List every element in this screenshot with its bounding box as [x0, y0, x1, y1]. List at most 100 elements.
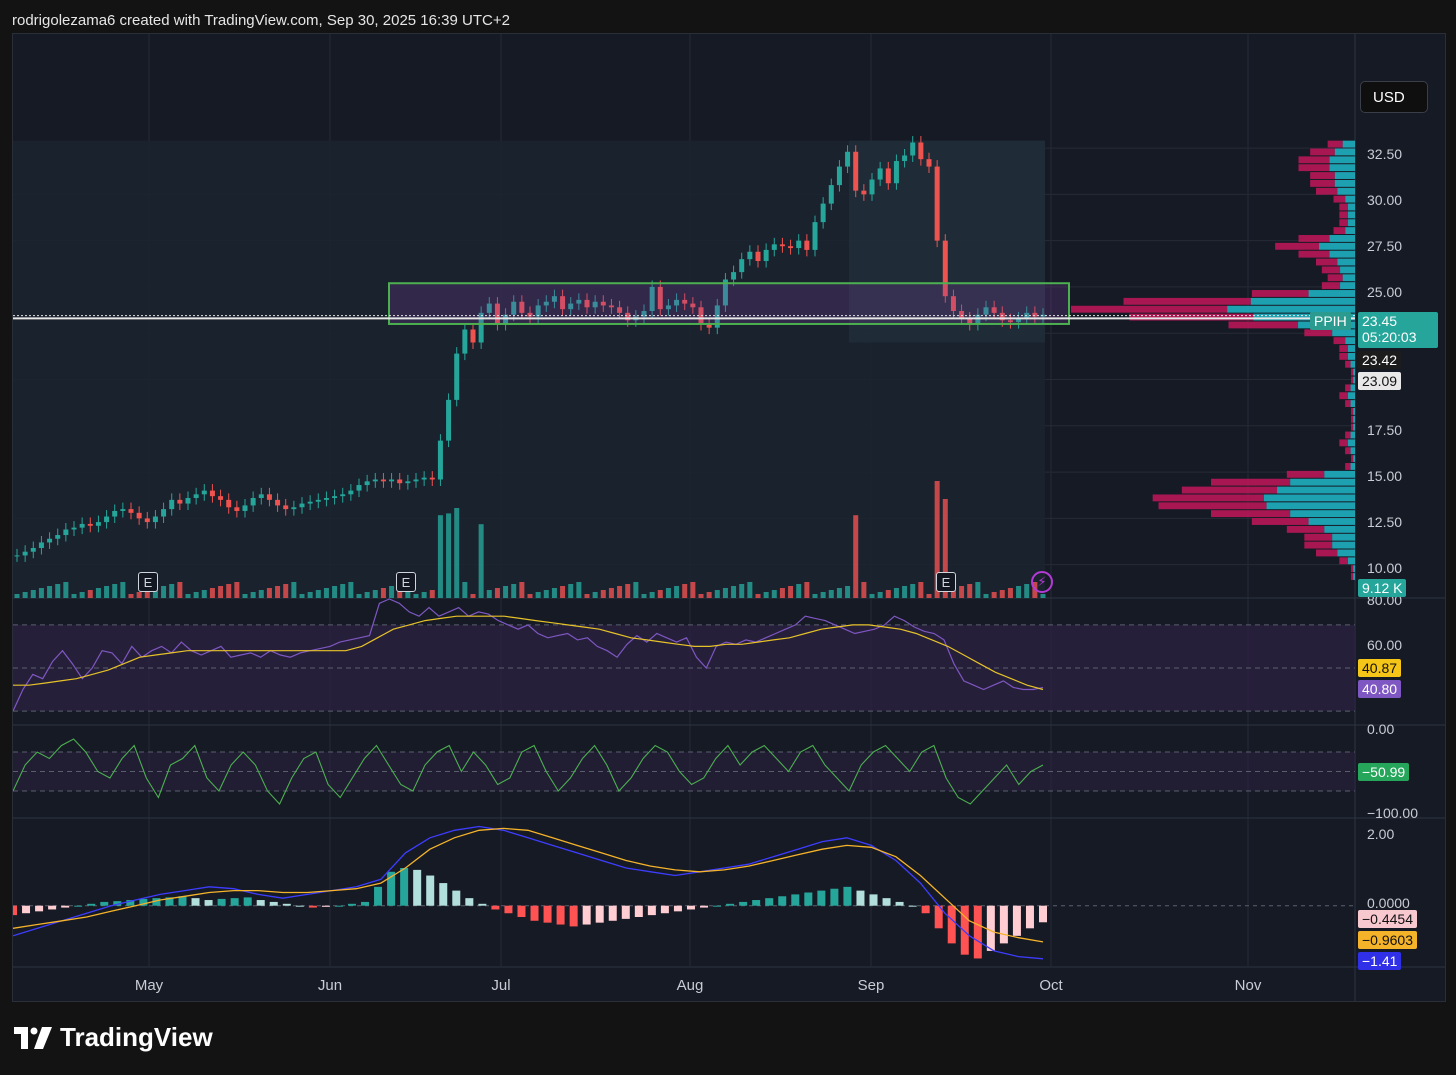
volume-bar: [690, 582, 696, 598]
volume-profile-bar: [1304, 329, 1333, 337]
volume-bar: [47, 586, 53, 598]
candle-body: [258, 494, 264, 499]
candle-body: [63, 529, 69, 536]
volume-bar: [478, 524, 484, 598]
volume-profile-bar: [1211, 478, 1291, 486]
candle-body: [649, 286, 655, 312]
volume-bar: [201, 590, 207, 598]
candle-body: [543, 301, 549, 306]
macd-histogram-bar: [713, 905, 722, 907]
macd-histogram-bar: [295, 905, 304, 907]
lightning-icon[interactable]: ⚡: [1031, 571, 1053, 593]
volume-profile-bar: [1329, 156, 1355, 164]
volume-profile-bar: [1350, 431, 1355, 439]
macd-histogram-bar: [895, 901, 904, 906]
volume-bar: [315, 590, 321, 598]
macd-histogram-bar: [374, 886, 383, 906]
candle-body: [95, 522, 101, 526]
volume-bar: [266, 588, 272, 598]
earnings-badge-icon[interactable]: E: [936, 572, 956, 592]
candle-body: [1016, 318, 1022, 323]
volume-profile-bar: [1334, 148, 1355, 156]
macd-histogram-bar: [361, 901, 370, 906]
earnings-badge-icon[interactable]: E: [138, 572, 158, 592]
candle-body: [763, 249, 769, 262]
macd-histogram-bar: [74, 905, 83, 907]
y-tick-label: 27.50: [1367, 238, 1403, 254]
candle-body: [454, 353, 460, 400]
candle-body: [136, 512, 142, 519]
candle-body: [209, 490, 215, 497]
macd-histogram-bar: [452, 890, 461, 906]
candle-body: [739, 259, 745, 273]
candle-body: [161, 509, 167, 517]
volume-profile-bar: [1339, 392, 1348, 400]
candle-body: [226, 499, 232, 508]
range-box: [388, 282, 1070, 325]
volume-profile-bar: [1228, 321, 1299, 329]
volume-bar: [503, 586, 509, 598]
volume-bar: [902, 586, 908, 598]
candle-body: [706, 323, 712, 328]
last-price-tag: 23.45 05:20:03: [1358, 312, 1438, 348]
volume-profile-bar: [1347, 352, 1355, 360]
symbol-tag: PPIH: [1310, 312, 1351, 330]
candle-body: [71, 527, 77, 530]
volume-profile-bar: [1339, 211, 1348, 219]
volume-profile-bar: [1319, 242, 1355, 250]
candle-body: [1007, 320, 1013, 323]
volume-bar: [209, 588, 215, 598]
earnings-badge-icon[interactable]: E: [396, 572, 416, 592]
volume-bar: [698, 594, 704, 598]
candle-body: [79, 523, 85, 528]
candle-body: [918, 142, 924, 160]
chart-caption: rodrigolezama6 created with TradingView.…: [12, 12, 510, 29]
volume-profile-bar: [1308, 518, 1355, 525]
currency-button[interactable]: USD: [1360, 81, 1428, 113]
macd-histogram-bar: [87, 903, 96, 906]
macd-histogram-bar: [582, 905, 591, 925]
macd-histogram-bar: [804, 892, 813, 906]
chart-frame[interactable]: USD 32.50 30.00 27.50 25.00 17.50 15.00 …: [12, 33, 1446, 1002]
volume-profile-bar: [1350, 447, 1355, 455]
chart-canvas[interactable]: [13, 34, 1445, 1001]
volume-bar: [161, 586, 167, 598]
macd-histogram-bar: [1012, 905, 1021, 936]
volume-profile-bar: [1347, 345, 1355, 352]
macd-histogram-bar: [856, 890, 865, 906]
candle-body: [877, 168, 883, 180]
candle-body: [348, 490, 354, 495]
macd-histogram-bar: [61, 905, 70, 908]
volume-profile-bar: [1298, 235, 1330, 242]
volume-profile-bar: [1350, 360, 1355, 368]
candle-body: [560, 296, 566, 310]
candle-body: [55, 535, 61, 539]
candle-body: [380, 479, 386, 482]
candle-body: [22, 551, 28, 556]
macd-histogram-bar: [113, 901, 122, 906]
volume-bar: [999, 590, 1005, 598]
rsi-tick-label: 60.00: [1367, 637, 1403, 653]
volume-profile-bar: [1327, 274, 1343, 282]
candle-body: [446, 399, 452, 441]
candle-body: [788, 246, 794, 249]
volume-bar: [527, 594, 533, 598]
x-tick-label: Jun: [317, 977, 343, 994]
macd-histogram-bar: [765, 898, 774, 906]
volume-profile-bar: [1353, 368, 1355, 376]
macd-histogram-bar: [686, 905, 695, 910]
candle-body: [185, 498, 191, 504]
macd-histogram-bar: [126, 900, 135, 906]
candle-body: [177, 499, 183, 504]
volume-bar: [226, 584, 232, 598]
volume-bar: [828, 590, 834, 598]
volume-bar: [511, 584, 517, 598]
volume-bar: [307, 592, 313, 598]
volume-bar: [486, 590, 492, 598]
candle-body: [853, 151, 859, 191]
volume-profile-bar: [1347, 219, 1355, 227]
volume-bar: [617, 586, 623, 598]
volume-bar: [877, 592, 883, 598]
volume-profile-bar: [1329, 164, 1355, 172]
volume-profile-bar: [1345, 360, 1351, 368]
